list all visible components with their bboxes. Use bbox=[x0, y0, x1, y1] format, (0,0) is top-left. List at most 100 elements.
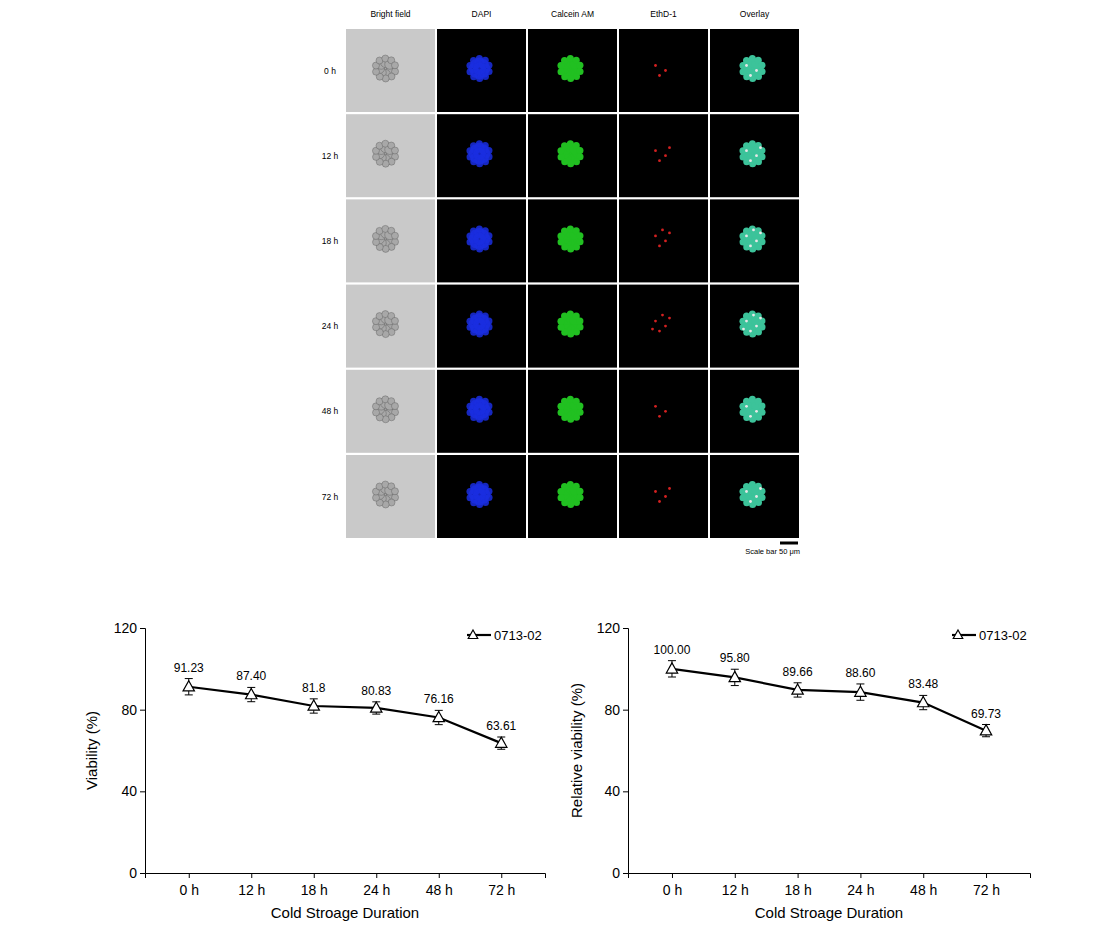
error-bar-cap bbox=[247, 701, 255, 702]
x-tick: 12 h bbox=[238, 873, 265, 898]
cell-blob bbox=[567, 75, 574, 82]
dead-cell bbox=[658, 415, 661, 418]
x-tick-label: 0 h bbox=[180, 882, 199, 898]
data-label: 88.60 bbox=[845, 666, 875, 680]
tile-background bbox=[346, 114, 435, 197]
dead-cell bbox=[654, 235, 657, 238]
marker bbox=[666, 663, 677, 673]
cell-blob bbox=[740, 153, 747, 160]
image-tile bbox=[346, 370, 435, 453]
dead-cell bbox=[654, 320, 657, 323]
cell-blob bbox=[749, 55, 756, 62]
tile-background bbox=[437, 29, 526, 112]
cell-blob bbox=[755, 483, 762, 490]
tile-background bbox=[619, 370, 708, 453]
y-tick: 80 bbox=[604, 702, 628, 718]
dead-cell bbox=[651, 328, 654, 331]
image-tile bbox=[437, 199, 526, 282]
dead-cell bbox=[668, 146, 671, 149]
cell-blob bbox=[373, 68, 380, 75]
image-tile bbox=[710, 455, 799, 538]
dead-cell bbox=[755, 240, 758, 243]
x-tick: 48 h bbox=[910, 873, 937, 898]
cell-blob bbox=[467, 494, 474, 501]
image-tile bbox=[346, 285, 435, 368]
cell-blob bbox=[558, 68, 565, 75]
image-tile bbox=[710, 285, 799, 368]
y-tick: 120 bbox=[114, 620, 145, 636]
cell-blob bbox=[576, 488, 583, 495]
y-tick-mark bbox=[140, 710, 145, 711]
error-bar-cap bbox=[668, 660, 676, 661]
image-tile bbox=[619, 370, 708, 453]
dead-cell bbox=[664, 325, 667, 328]
scale-bar bbox=[780, 542, 798, 545]
cell-blob bbox=[485, 403, 492, 410]
error-bar-cap bbox=[794, 697, 802, 698]
cell-blob bbox=[467, 153, 474, 160]
dead-cell bbox=[664, 240, 667, 243]
error-bar-cap bbox=[435, 724, 443, 725]
column-header: Calcein AM bbox=[551, 9, 594, 19]
y-tick-label: 0 bbox=[612, 865, 620, 881]
tile-background bbox=[528, 285, 617, 368]
cell-blob bbox=[576, 232, 583, 239]
cell-blob bbox=[558, 324, 565, 331]
cell-blob bbox=[476, 75, 483, 82]
y-axis-title: Relative viability (%) bbox=[568, 683, 585, 818]
image-tile bbox=[710, 114, 799, 197]
tile-background bbox=[528, 455, 617, 538]
cell-blob bbox=[476, 160, 483, 167]
image-tile bbox=[619, 199, 708, 282]
cell-blob bbox=[749, 75, 756, 82]
cell-blob bbox=[485, 488, 492, 495]
cell-blob bbox=[558, 153, 565, 160]
marker bbox=[433, 712, 444, 722]
y-axis-title: Viability (%) bbox=[83, 711, 100, 790]
cell-blob bbox=[749, 245, 756, 252]
image-panel: Bright fieldDAPICalcein AMEthD-1Overlay0… bbox=[322, 9, 800, 556]
dead-cell bbox=[668, 232, 671, 235]
x-tick-label: 24 h bbox=[363, 882, 390, 898]
cell-blob bbox=[567, 55, 574, 62]
y-tick-mark bbox=[140, 628, 145, 629]
tile-background bbox=[437, 199, 526, 282]
image-tile bbox=[437, 370, 526, 453]
data-label: 63.61 bbox=[486, 719, 516, 733]
error-bar-cap bbox=[731, 669, 739, 670]
legend: 0713-02 bbox=[952, 628, 1027, 643]
x-tick-mark bbox=[672, 873, 673, 878]
marker bbox=[183, 681, 194, 691]
marker bbox=[980, 725, 991, 735]
dead-cell bbox=[664, 69, 667, 72]
image-tile bbox=[437, 29, 526, 112]
y-tick-label: 80 bbox=[121, 702, 137, 718]
series-line bbox=[189, 687, 502, 743]
tile-background bbox=[528, 29, 617, 112]
data-label: 100.00 bbox=[654, 643, 691, 657]
dead-cell bbox=[654, 405, 657, 408]
x-tick-label: 18 h bbox=[784, 882, 811, 898]
tile-background bbox=[346, 285, 435, 368]
cell-blob bbox=[749, 140, 756, 147]
x-axis-line bbox=[629, 874, 1031, 879]
dead-cell bbox=[749, 245, 752, 248]
x-tick: 18 h bbox=[784, 873, 811, 898]
tile-background bbox=[619, 455, 708, 538]
dead-cell bbox=[755, 154, 758, 157]
row-label: 24 h bbox=[322, 321, 339, 331]
cell-blob bbox=[749, 331, 756, 338]
cell-blob bbox=[391, 488, 398, 495]
cell-blob bbox=[567, 140, 574, 147]
cell-blob bbox=[740, 68, 747, 75]
cell-blob bbox=[749, 160, 756, 167]
image-tile bbox=[619, 455, 708, 538]
tile-background bbox=[346, 29, 435, 112]
row-label: 0 h bbox=[324, 66, 336, 76]
x-tick-mark bbox=[798, 873, 799, 878]
x-tick: 48 h bbox=[426, 873, 453, 898]
cell-blob bbox=[476, 481, 483, 488]
cell-blob bbox=[740, 409, 747, 416]
marker bbox=[729, 671, 740, 681]
figure: Bright fieldDAPICalcein AMEthD-1Overlay0… bbox=[0, 0, 1102, 935]
